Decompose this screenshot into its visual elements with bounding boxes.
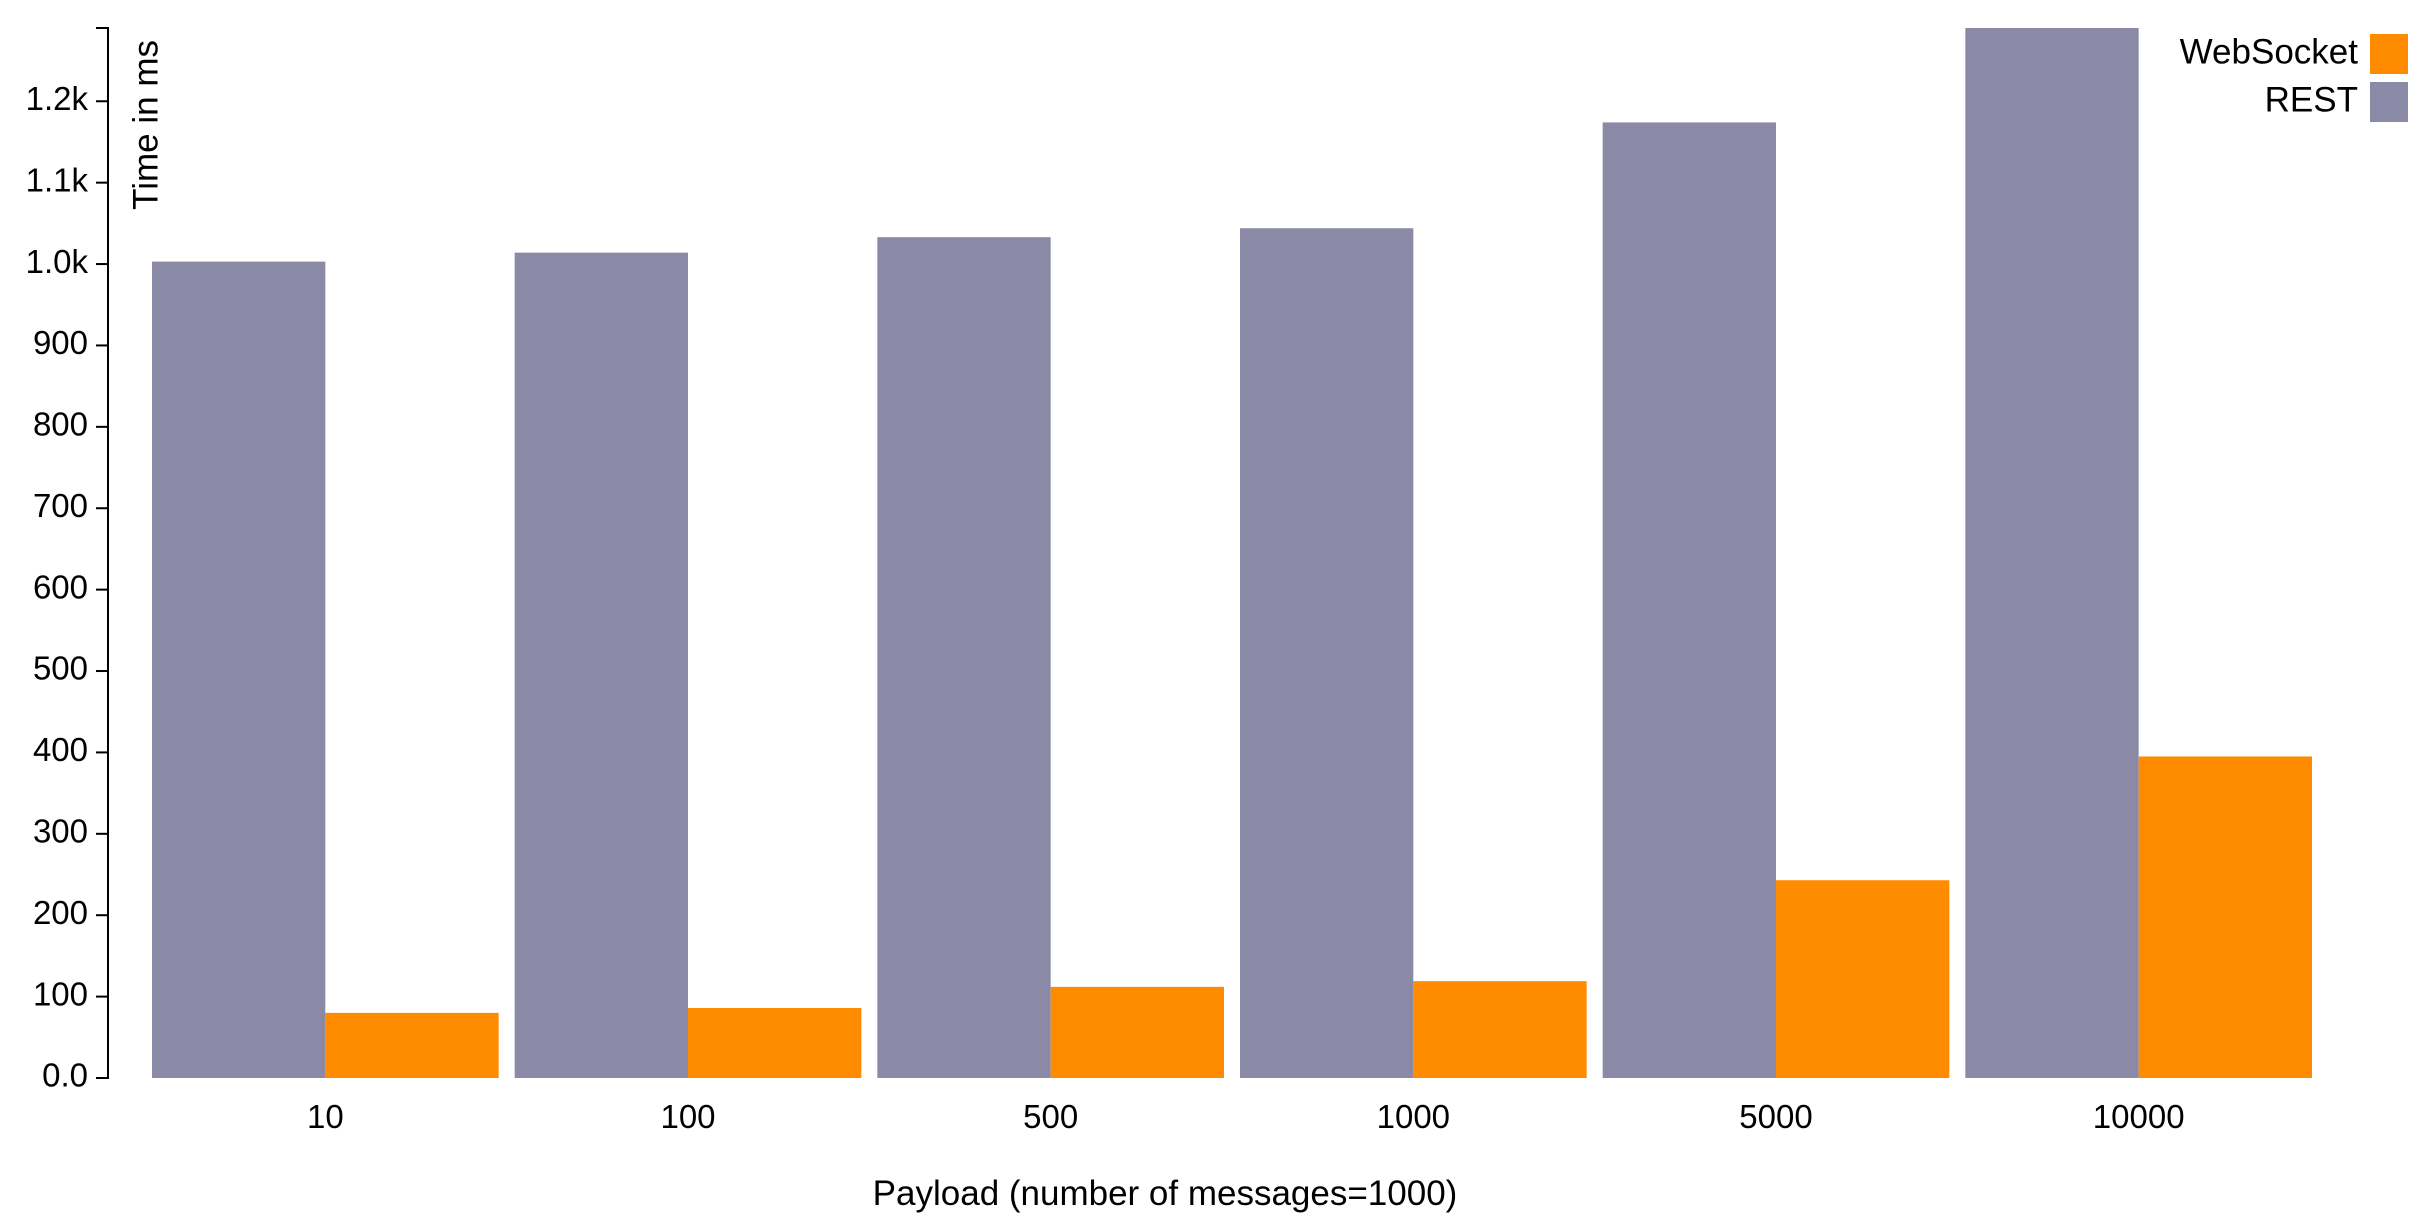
x-axis: 10 100 500 1000 5000 10000: [307, 1098, 2185, 1135]
y-axis: 0.0 100 200 300 400 500 600 700 800 900 1.0k 1.1k 1.…: [26, 27, 109, 1094]
bar-rest-500: [877, 237, 1051, 1079]
bar-rest-5000: [1602, 122, 1776, 1079]
legend-label-websocket: WebSocket: [2180, 32, 2359, 71]
x-tick-label: 10000: [2093, 1098, 2185, 1135]
y-axis-title: Time in ms: [126, 40, 165, 210]
x-axis-title: Payload (number of messages=1000): [873, 1174, 1458, 1213]
y-tick-label: 100: [33, 975, 88, 1012]
bar-rest-1000: [1240, 228, 1414, 1079]
y-tick-label: 0.0: [42, 1057, 88, 1094]
bar-websocket-100: [688, 1008, 862, 1078]
y-tick-label: 800: [33, 406, 88, 443]
y-axis-line: [96, 27, 109, 1079]
y-tick-label: 900: [33, 324, 88, 361]
legend-swatch-websocket: [2370, 34, 2408, 74]
y-tick-label: 1.0k: [26, 243, 89, 280]
bar-websocket-5000: [1776, 880, 1950, 1078]
x-tick-label: 10: [307, 1098, 344, 1135]
legend-label-rest: REST: [2265, 80, 2358, 119]
y-tick-label: 1.2k: [26, 80, 89, 117]
bar-rest-100: [514, 252, 688, 1078]
legend-swatch-rest: [2370, 82, 2408, 122]
x-tick-label: 1000: [1377, 1098, 1450, 1135]
legend: WebSocket REST: [2180, 32, 2408, 122]
x-tick-label: 5000: [1739, 1098, 1812, 1135]
y-tick-label: 300: [33, 813, 88, 850]
bar-websocket-500: [1050, 986, 1224, 1078]
y-tick-label: 400: [33, 731, 88, 768]
bar-rest-10000: [1965, 28, 2139, 1078]
y-tick-label: 600: [33, 568, 88, 605]
y-tick-label: 700: [33, 487, 88, 524]
y-tick-label: 500: [33, 650, 88, 687]
x-tick-label: 500: [1023, 1098, 1078, 1135]
bar-rest-10: [152, 261, 326, 1079]
bars-layer: [152, 28, 2312, 1079]
x-tick-label: 100: [660, 1098, 715, 1135]
bar-websocket-10: [325, 1012, 499, 1078]
bar-websocket-10000: [2138, 756, 2312, 1078]
y-tick-label: 200: [33, 894, 88, 931]
y-tick-label: 1.1k: [26, 161, 89, 198]
bar-websocket-1000: [1413, 981, 1587, 1078]
